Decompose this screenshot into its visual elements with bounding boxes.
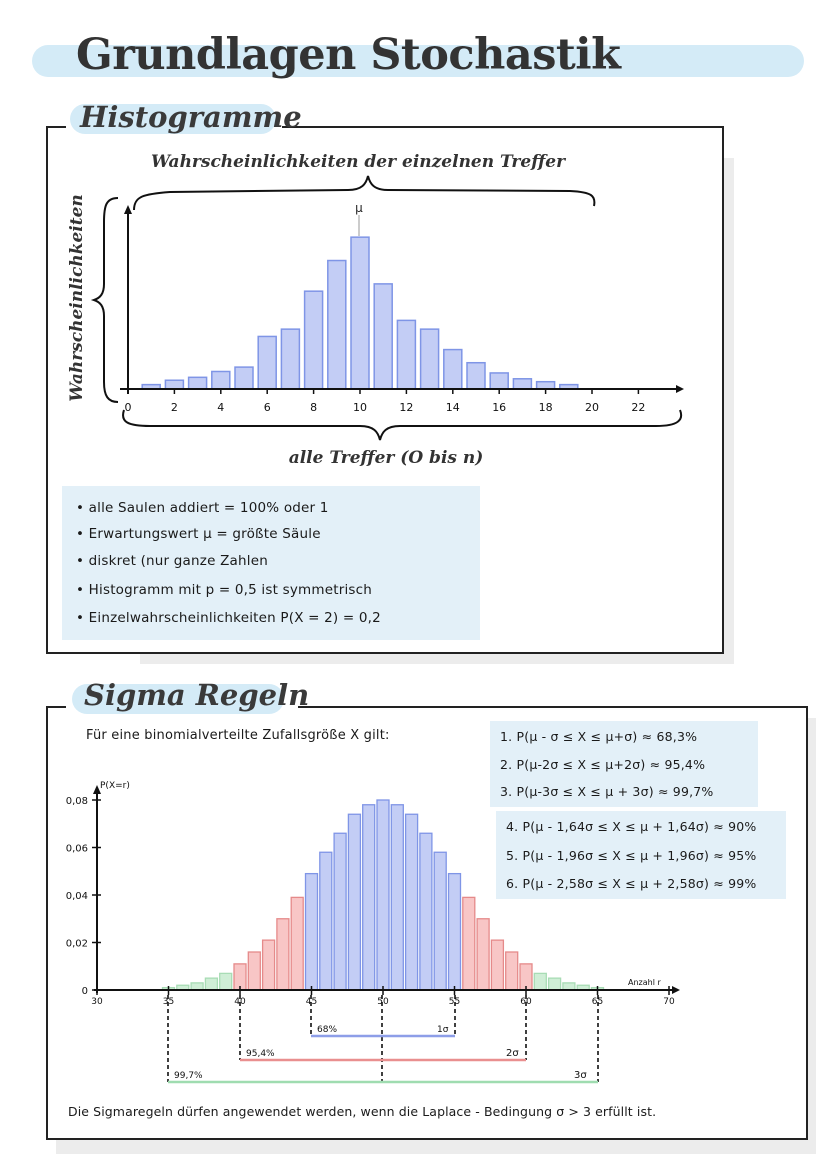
- one-sigma-label: 1σ: [437, 1025, 449, 1035]
- histogram-x-tick-label: 22: [631, 401, 645, 414]
- sigma-y-tick-label: 0,04: [66, 891, 88, 902]
- sigma-bar-inner: [419, 832, 433, 991]
- note-item: • Histogramm mit p = 0,5 ist symmetrisch: [76, 582, 373, 598]
- sigma-footer: Die Sigmaregeln dürfen angewendet werden…: [68, 1104, 657, 1119]
- sigma-bar-tail: [562, 982, 576, 991]
- histogram-x-tick-label: 2: [171, 401, 178, 414]
- sigma-y-tick-label: 0,02: [66, 939, 88, 950]
- page-title: Grundlagen Stochastik: [76, 30, 621, 80]
- top-brace: [133, 175, 596, 211]
- bottom-brace: [122, 409, 683, 441]
- sigma-bar-tail: [219, 972, 233, 991]
- sigma-y-axis-label: P(X=r): [100, 781, 130, 791]
- sigma-bar-inner: [319, 851, 333, 991]
- sigma-x-tick-label: 70: [663, 997, 675, 1007]
- sigma-x-axis-label: Anzahl r: [628, 978, 661, 987]
- sigma-bar-outer: [490, 939, 505, 991]
- histogram-x-tick-label: 20: [585, 401, 599, 414]
- histogram-x-tick-label: 16: [492, 401, 506, 414]
- top-brace-label: Wahrscheinlichkeiten der einzelnen Treff…: [151, 152, 566, 172]
- sigma-rules-b: 4. P(μ - 1,64σ ≤ X ≤ μ + 1,64σ) ≈ 90% 5.…: [496, 811, 786, 899]
- sigma-y-tick-label: 0,06: [66, 844, 88, 855]
- histogram-x-tick-label: 0: [125, 401, 132, 414]
- sigma-bar-inner: [333, 832, 347, 991]
- sigma-bar-outer: [247, 951, 261, 991]
- two-sigma-pct: 95,4%: [246, 1049, 275, 1059]
- histogram-x-arrow: [676, 385, 684, 393]
- histogram-x-tick-label: 12: [399, 401, 413, 414]
- three-sigma-label: 3σ: [574, 1070, 587, 1081]
- sigma-bar-tail: [533, 972, 547, 991]
- note-item: • alle Saulen addiert = 100% oder 1: [76, 500, 329, 516]
- sigma-rule: 5. P(μ - 1,96σ ≤ X ≤ μ + 1,96σ) ≈ 95%: [506, 848, 757, 863]
- sigma-x-tick-label: 30: [91, 997, 103, 1007]
- sigma-bar-outer: [476, 918, 490, 991]
- title-highlight: [32, 45, 804, 77]
- sigma-rules-a: 1. P(μ - σ ≤ X ≤ μ+σ) ≈ 68,3% 2. P(μ-2σ …: [490, 721, 758, 807]
- sigma-x-tick-label: 50: [377, 997, 389, 1007]
- note-item: • Einzelwahrscheinlichkeiten P(X = 2) = …: [76, 610, 381, 626]
- sigma-rule: 4. P(μ - 1,64σ ≤ X ≤ μ + 1,64σ) ≈ 90%: [506, 819, 757, 834]
- sigma-y-tick-label: 0: [82, 986, 88, 997]
- sigma-intro: Für eine binomialverteilte Zufallsgröße …: [86, 728, 390, 743]
- note-item: • Erwartungswert μ = größte Säule: [76, 526, 321, 542]
- histogram-heading-highlight: [70, 104, 276, 134]
- sigma-y-tick-label: 0,08: [66, 796, 88, 807]
- histogram-notes: • alle Saulen addiert = 100% oder 1 • Er…: [62, 486, 480, 640]
- sigma-bar-inner: [362, 804, 376, 991]
- sigma-rule: 1. P(μ - σ ≤ X ≤ μ+σ) ≈ 68,3%: [500, 729, 698, 744]
- sigma-rule: 6. P(μ - 2,58σ ≤ X ≤ μ + 2,58σ) ≈ 99%: [506, 876, 757, 891]
- histogram-x-tick-label: 6: [264, 401, 271, 414]
- histogram-x-tick-label: 8: [310, 401, 317, 414]
- sigma-bar-inner: [390, 804, 404, 991]
- sigma-bar-outer: [462, 896, 476, 991]
- sigma-heading-highlight: [72, 684, 284, 714]
- sigma-bar-inner: [404, 813, 419, 991]
- sigma-bar-tail: [547, 977, 562, 991]
- sigma-bar-outer: [276, 918, 290, 991]
- two-sigma-label: 2σ: [506, 1048, 519, 1059]
- histogram-heading: Histogramme: [80, 100, 302, 134]
- x-axis-label: alle Treffer (O bis n): [289, 448, 484, 468]
- histogram-chart: 0 2 4 6 8 10 12 14 16 18 20 22 μ Wahrscheinlichkeit…: [67, 152, 684, 468]
- sigma-heading: Sigma Regeln: [84, 678, 310, 712]
- sigma-bar-tail: [190, 982, 204, 991]
- sigma-y-arrow: [93, 785, 101, 794]
- histogram-x-tick-label: 4: [217, 401, 224, 414]
- histogram-y-arrow: [124, 205, 132, 214]
- one-sigma-pct: 68%: [317, 1025, 337, 1035]
- sigma-bar-inner: [304, 872, 319, 991]
- sigma-x-arrow: [672, 986, 680, 994]
- sigma-bar-inner: [376, 799, 390, 991]
- histogram-mu-label: μ: [355, 201, 363, 215]
- sigma-bar-tail: [204, 977, 219, 991]
- sigma-bar-inner: [347, 813, 362, 991]
- sigma-rule: 3. P(μ-3σ ≤ X ≤ μ + 3σ) ≈ 99,7%: [500, 784, 714, 799]
- histogram-x-tick-label: 10: [353, 401, 367, 414]
- histogram-x-tick-label: 14: [446, 401, 460, 414]
- left-brace: [90, 197, 119, 403]
- sigma-bar-inner: [447, 872, 462, 991]
- sigma-bar-outer: [261, 939, 276, 991]
- note-item: • diskret (nur ganze Zahlen: [76, 553, 268, 569]
- histogram-x-tick-label: 18: [539, 401, 553, 414]
- sigma-bar-outer: [505, 951, 519, 991]
- sigma-bar-inner: [433, 851, 447, 991]
- sigma-rule: 2. P(μ-2σ ≤ X ≤ μ+2σ) ≈ 95,4%: [500, 757, 706, 772]
- y-axis-label: Wahrscheinlichkeiten: [67, 194, 87, 402]
- three-sigma-pct: 99,7%: [174, 1071, 203, 1081]
- sigma-bar-outer: [290, 896, 304, 991]
